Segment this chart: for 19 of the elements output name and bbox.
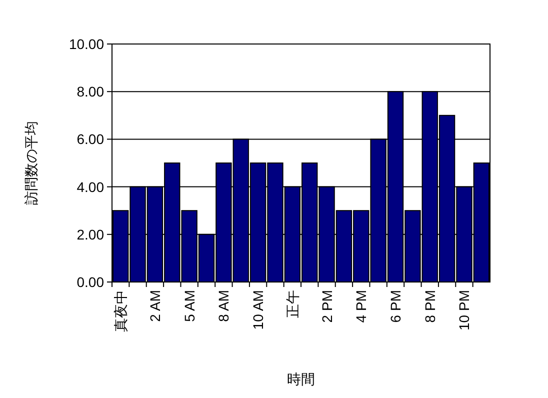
x-tick-label: 5 AM <box>181 290 198 322</box>
x-tick-label: 真夜中 <box>112 290 129 332</box>
y-tick-label: 10.00 <box>68 36 104 52</box>
y-tick-label: 2.00 <box>76 226 104 242</box>
y-axis-title: 訪問数の平均 <box>23 121 39 205</box>
x-tick-label: 8 PM <box>422 290 438 323</box>
y-tick-label: 8.00 <box>76 84 104 100</box>
x-tick-label: 10 AM <box>250 290 266 330</box>
x-tick-label: 8 AM <box>216 290 232 322</box>
y-tick-label: 6.00 <box>76 131 104 148</box>
x-axis-title: 時間 <box>287 371 315 387</box>
y-tick-label: 4.00 <box>76 178 104 195</box>
x-tick-label: 2 PM <box>318 290 335 323</box>
x-tick-label: 正午 <box>284 290 300 318</box>
x-tick-label: 6 PM <box>388 290 404 323</box>
x-tick-label: 4 PM <box>353 290 370 323</box>
x-tick-label: 2 AM <box>146 290 163 322</box>
y-tick-label: 0.00 <box>76 274 104 290</box>
x-tick-label: 10 PM <box>456 290 472 330</box>
